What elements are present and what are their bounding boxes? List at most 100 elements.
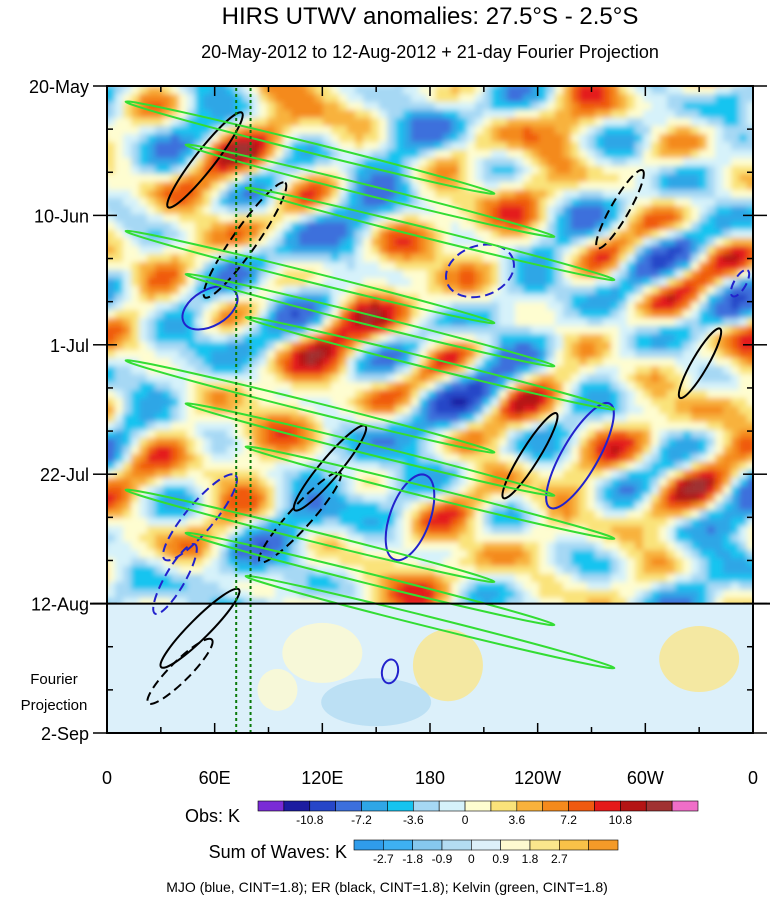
obs-cell: [699, 470, 708, 479]
obs-cell: [171, 350, 180, 359]
obs-cell: [235, 486, 244, 495]
obs-cell: [611, 302, 620, 311]
obs-cell: [555, 374, 564, 383]
obs-cell: [443, 414, 452, 423]
obs-cell: [107, 134, 116, 143]
obs-cell: [707, 398, 716, 407]
obs-cell: [723, 174, 732, 183]
obs-cell: [651, 366, 660, 375]
obs-cell: [387, 94, 396, 103]
obs-cell: [379, 262, 388, 271]
obs-cell: [555, 222, 564, 231]
obs-cell: [475, 230, 484, 239]
obs-cell: [259, 166, 268, 175]
obs-cell: [507, 214, 516, 223]
obs-cell: [267, 174, 276, 183]
obs-cell: [107, 558, 116, 567]
obs-cell: [467, 502, 476, 511]
obs-cell: [515, 182, 524, 191]
obs-cell: [755, 206, 764, 215]
obs-cell: [387, 198, 396, 207]
obs-cell: [451, 438, 460, 447]
obs-cell: [323, 118, 332, 127]
obs-cell: [419, 118, 428, 127]
obs-cell: [683, 102, 692, 111]
obs-cell: [579, 526, 588, 535]
obs-cell: [123, 398, 132, 407]
obs-cell: [363, 174, 372, 183]
obs-cell: [259, 198, 268, 207]
obs-cell: [315, 214, 324, 223]
obs-cell: [699, 94, 708, 103]
obs-cell: [315, 542, 324, 551]
obs-cell: [299, 358, 308, 367]
obs-cell: [235, 126, 244, 135]
obs-cell: [387, 406, 396, 415]
obs-cell: [251, 222, 260, 231]
obs-cell: [155, 382, 164, 391]
obs-cell: [155, 350, 164, 359]
obs-cell: [707, 310, 716, 319]
obs-cell: [315, 254, 324, 263]
obs-cell: [347, 382, 356, 391]
obs-cell: [451, 318, 460, 327]
obs-cell: [755, 494, 764, 503]
obs-cell: [307, 430, 316, 439]
obs-cell: [595, 286, 604, 295]
obs-cell: [507, 94, 516, 103]
obs-cell: [115, 214, 124, 223]
obs-cell: [619, 438, 628, 447]
obs-cell: [507, 310, 516, 319]
obs-cell: [707, 134, 716, 143]
obs-cell: [475, 214, 484, 223]
obs-cell: [211, 350, 220, 359]
obs-cell: [403, 390, 412, 399]
obs-cell: [707, 518, 716, 527]
obs-cell: [731, 550, 740, 559]
obs-cell: [483, 278, 492, 287]
obs-cell: [139, 206, 148, 215]
obs-cell: [499, 278, 508, 287]
obs-cell: [475, 310, 484, 319]
obs-cell: [491, 230, 500, 239]
obs-cell: [699, 510, 708, 519]
obs-cell: [563, 534, 572, 543]
obs-cell: [155, 366, 164, 375]
obs-cell: [307, 414, 316, 423]
obs-cell: [195, 262, 204, 271]
obs-cell: [579, 374, 588, 383]
obs-cell: [107, 478, 116, 487]
obs-cell: [379, 134, 388, 143]
obs-cell: [203, 382, 212, 391]
obs-cell: [123, 542, 132, 551]
obs-cell: [411, 518, 420, 527]
obs-cell: [363, 326, 372, 335]
obs-cell: [595, 134, 604, 143]
obs-cell: [195, 110, 204, 119]
obs-cell: [347, 270, 356, 279]
obs-cell: [723, 278, 732, 287]
obs-cell: [147, 126, 156, 135]
obs-cell: [363, 366, 372, 375]
obs-cell: [451, 142, 460, 151]
obs-cell: [115, 126, 124, 135]
obs-cell: [563, 342, 572, 351]
obs-cell: [739, 374, 748, 383]
obs-cell: [195, 118, 204, 127]
obs-cell: [547, 358, 556, 367]
obs-cell: [523, 406, 532, 415]
obs-cell: [291, 142, 300, 151]
obs-cell: [675, 454, 684, 463]
obs-cell: [403, 454, 412, 463]
obs-cell: [635, 430, 644, 439]
obs-cell: [587, 342, 596, 351]
obs-cell: [627, 502, 636, 511]
obs-cell: [283, 86, 292, 95]
obs-cell: [755, 270, 764, 279]
obs-cell: [139, 118, 148, 127]
obs-cell: [587, 422, 596, 431]
obs-cell: [539, 510, 548, 519]
obs-cell: [427, 550, 436, 559]
obs-cell: [443, 334, 452, 343]
obs-cell: [603, 126, 612, 135]
